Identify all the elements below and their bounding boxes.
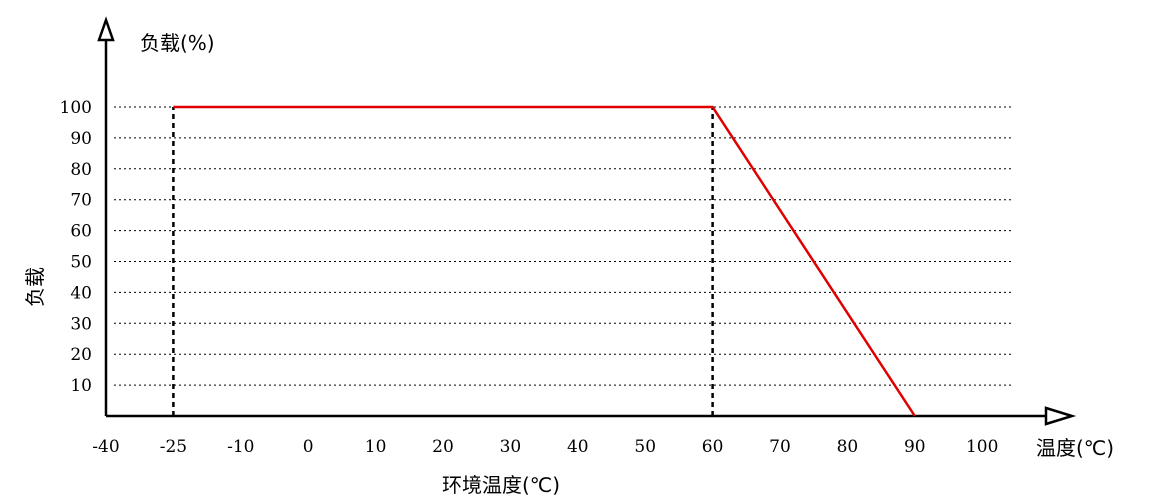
y-tick-label: 70 [70, 191, 92, 211]
x-tick-label: -25 [160, 437, 187, 457]
x-tick-label: 20 [432, 437, 454, 457]
y-tick-label: 100 [60, 98, 92, 118]
y-axis-title: 负载(%) [140, 31, 215, 55]
x-tick-label: 60 [702, 437, 724, 457]
x-axis-end-label: 温度(℃) [1036, 436, 1114, 460]
series-layer [173, 105, 916, 417]
y-tick-label: 60 [70, 222, 92, 242]
x-tick-label: 30 [500, 437, 522, 457]
x-tick-label: 10 [365, 437, 387, 457]
x-tick-label: 90 [904, 437, 926, 457]
x-tick-label: 40 [567, 437, 589, 457]
y-tick-label: 50 [70, 253, 92, 273]
x-tick-label: 50 [634, 437, 656, 457]
x-tick-label: 80 [837, 437, 859, 457]
reference-lines [172, 107, 714, 416]
y-tick-labels: 100 90 80 70 60 50 40 30 20 10 [60, 98, 92, 396]
y-axis-side-label: 负载 [23, 267, 47, 307]
x-tick-label: -40 [92, 437, 119, 457]
x-tick-label: 0 [303, 437, 314, 457]
x-axis-title: 环境温度(℃) [442, 473, 560, 497]
y-tick-label: 40 [70, 283, 92, 303]
y-tick-label: 90 [70, 129, 92, 149]
axes [97, 16, 1077, 426]
x-tick-label: -10 [227, 437, 254, 457]
x-tick-labels: -40 -25 -10 0 10 20 30 40 50 60 70 80 90 100 [92, 437, 998, 457]
y-tick-label: 10 [70, 376, 92, 396]
y-tick-label: 80 [70, 160, 92, 180]
y-tick-label: 20 [70, 345, 92, 365]
grid-layer [114, 106, 1012, 386]
y-tick-label: 30 [70, 314, 92, 334]
y-axis-arrow [97, 16, 115, 42]
x-tick-label: 70 [769, 437, 791, 457]
derating-curve [173, 105, 916, 417]
x-tick-label: 100 [966, 437, 998, 457]
x-axis-arrow [1044, 406, 1077, 426]
